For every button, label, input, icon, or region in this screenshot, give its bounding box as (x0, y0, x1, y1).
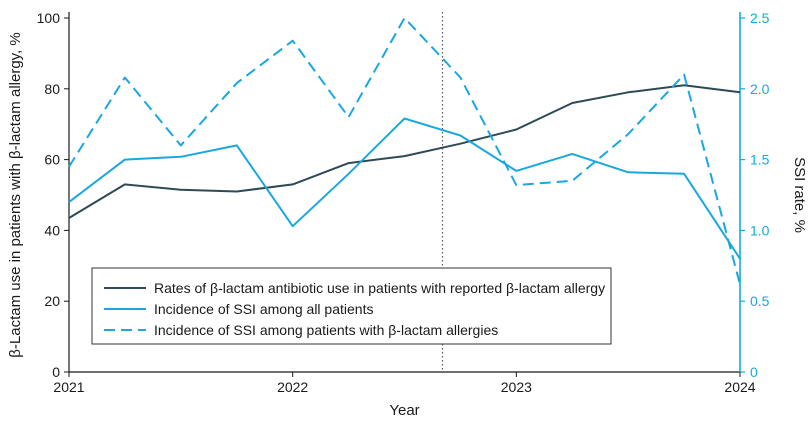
x-tick-label: 2024 (724, 379, 755, 395)
x-tick-label: 2021 (53, 379, 84, 395)
y-right-tick-label: 0 (750, 364, 758, 380)
y-left-tick-label: 40 (44, 222, 60, 238)
axes-layer: 0 20 40 60 80 100 0 0.5 1.0 1.5 2.0 2.5 2021 2022 2023… (37, 10, 770, 395)
y-right-tick-label: 2.5 (750, 10, 770, 26)
x-axis-title: Year (389, 402, 419, 419)
y-left-tick-label: 100 (37, 10, 61, 26)
x-tick-label: 2022 (277, 379, 308, 395)
legend-box (91, 267, 612, 345)
y-left-tick-label: 60 (44, 152, 60, 168)
series-layer (68, 17, 741, 285)
legend-label-2: Incidence of SSI among all patients (154, 301, 373, 317)
legend: Rates of β-lactam antibiotic use in pati… (91, 267, 612, 345)
y-left-tick-label: 0 (52, 364, 60, 380)
y-right-tick-label: 2.0 (750, 81, 770, 97)
y-right-tick-label: 0.5 (750, 293, 770, 309)
y-left-tick-label: 80 (44, 81, 60, 97)
x-tick-label: 2023 (501, 379, 532, 395)
y-left-tick-label: 20 (44, 293, 60, 309)
legend-label-1: Rates of β-lactam antibiotic use in pati… (154, 280, 605, 296)
y-axis-left-title: β-Lactam use in patients with β-lactam a… (7, 32, 24, 357)
series-line-1 (68, 84, 741, 219)
series-line-3 (68, 17, 741, 285)
y-right-tick-label: 1.0 (750, 222, 770, 238)
y-axis-right-title: SSI rate, % (791, 157, 808, 233)
legend-label-3: Incidence of SSI among patients with β-l… (154, 322, 498, 338)
y-right-tick-label: 1.5 (750, 152, 770, 168)
series-line-2 (68, 117, 741, 260)
